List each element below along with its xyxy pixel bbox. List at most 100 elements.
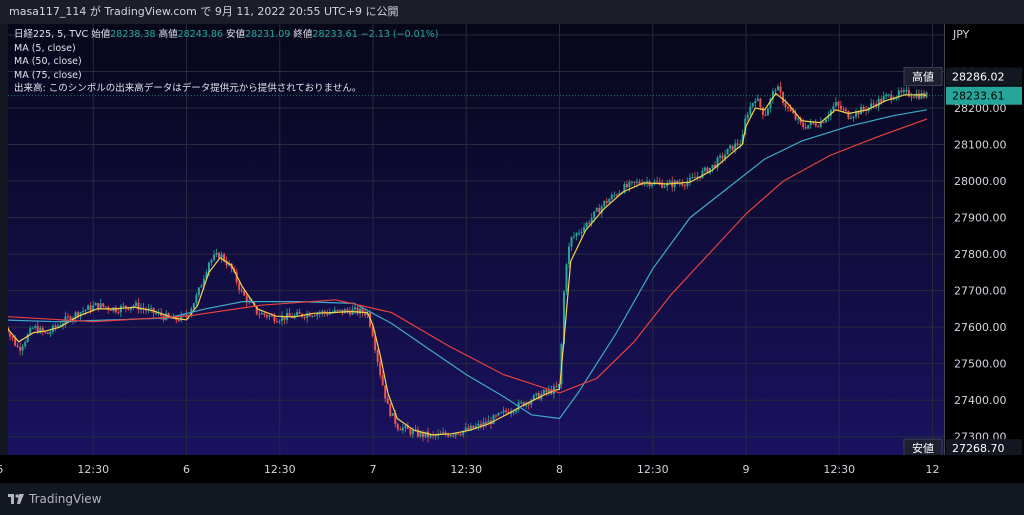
candle-body: [510, 412, 513, 414]
candle-body: [442, 432, 445, 434]
price-axis[interactable]: JPY 28300.0028200.0028100.0028000.002790…: [944, 24, 1024, 455]
legend-ma50[interactable]: MA (50, close): [14, 56, 82, 67]
candle-body: [117, 312, 120, 314]
candle-body: [663, 186, 666, 188]
volume-note: 出来高: このシンボルの出来高データはデータ提供元から提供されておりません。: [14, 83, 362, 94]
candle-body: [205, 272, 208, 279]
candle-body: [245, 295, 248, 303]
candle-body: [77, 312, 80, 317]
ma50-line: [8, 109, 928, 420]
candle-body: [590, 218, 593, 224]
candle-body: [691, 177, 694, 179]
candle-body: [834, 102, 837, 107]
candle-body: [583, 227, 586, 233]
candle-body: [66, 316, 69, 318]
tradingview-brand[interactable]: TradingView: [8, 492, 102, 506]
candle-body: [789, 108, 792, 112]
candle-body: [887, 94, 890, 96]
candle-body: [532, 395, 535, 401]
candle-body: [613, 194, 616, 196]
candle-body: [34, 325, 37, 329]
candle-body: [872, 103, 875, 105]
candle-body: [842, 109, 845, 111]
candle-body: [243, 290, 246, 296]
candle-body: [895, 97, 898, 100]
candle-body: [822, 122, 825, 124]
candle-body: [678, 183, 681, 185]
high-label-tag-box: [903, 67, 943, 87]
candle-body: [630, 181, 633, 183]
candle-body: [515, 409, 518, 413]
candle-body: [724, 154, 727, 159]
candle-body: [74, 312, 77, 318]
legend-ma5[interactable]: MA (5, close): [14, 42, 76, 54]
candle-body: [26, 334, 29, 342]
candle-body: [711, 164, 714, 168]
high-label: 高値: [158, 29, 178, 40]
candle-body: [749, 106, 752, 115]
candle-body: [270, 315, 273, 317]
candle-body: [303, 316, 306, 318]
candle-body: [912, 97, 915, 99]
candle-body: [520, 402, 523, 404]
candle-body: [917, 93, 920, 99]
candle-body: [89, 305, 92, 311]
candle-body: [729, 145, 732, 149]
candle-body: [484, 422, 487, 425]
candle-body: [56, 325, 59, 328]
price-tick-label: 27500.00: [954, 358, 1007, 371]
legend-ma75[interactable]: MA (75, close): [14, 69, 82, 81]
candle-body: [14, 338, 17, 346]
candle-body: [376, 350, 379, 362]
candle-body: [36, 325, 39, 333]
candle-body: [764, 115, 767, 117]
candle-body: [215, 252, 218, 255]
candle-body: [336, 310, 339, 312]
candle-body: [568, 246, 571, 265]
candle-body: [686, 181, 689, 186]
candle-body: [809, 121, 812, 126]
candle-body: [61, 323, 64, 326]
candle-body: [807, 125, 810, 129]
price-tick-label: 27400.00: [954, 394, 1007, 407]
candle-body: [535, 393, 538, 396]
candle-body: [255, 305, 258, 314]
candle-body: [265, 314, 268, 317]
candle-body: [306, 313, 309, 318]
symbol-name[interactable]: 日経225, 5, TVC: [14, 29, 89, 40]
candle-body: [449, 435, 452, 437]
price-tick-label: 27700.00: [954, 285, 1007, 298]
candle-body: [746, 114, 749, 119]
candle-body: [824, 118, 827, 123]
candle-body: [109, 309, 112, 311]
candle-body: [487, 420, 490, 425]
candle-body: [419, 431, 422, 437]
candle-body: [452, 435, 455, 437]
candle-body: [615, 194, 618, 196]
candle-body: [313, 315, 316, 317]
candle-body: [134, 302, 137, 306]
close-value: 28233.61: [312, 29, 358, 40]
currency-label: JPY: [952, 28, 970, 41]
candle-body: [434, 435, 437, 437]
candle-body: [661, 182, 664, 188]
high-value: 28243.86: [177, 29, 223, 40]
candle-body: [323, 311, 326, 313]
candle-body: [92, 305, 95, 311]
candle-body: [575, 233, 578, 237]
candle-body: [890, 94, 893, 100]
candle-body: [744, 118, 747, 135]
candle-body: [734, 143, 737, 151]
candle-body: [542, 389, 545, 394]
time-tick-label: 8: [556, 463, 563, 476]
candle-body: [469, 425, 472, 430]
candle-body: [555, 386, 558, 388]
candle-body: [122, 305, 125, 307]
candle-body: [268, 315, 271, 317]
candle-body: [545, 389, 548, 393]
candle-body: [283, 316, 286, 320]
candle-body: [880, 98, 883, 102]
time-axis[interactable]: 5 12:30 6 12:30 7 12:30 8 12:30 9 12:30 12: [0, 455, 1024, 483]
candle-body: [646, 181, 649, 183]
